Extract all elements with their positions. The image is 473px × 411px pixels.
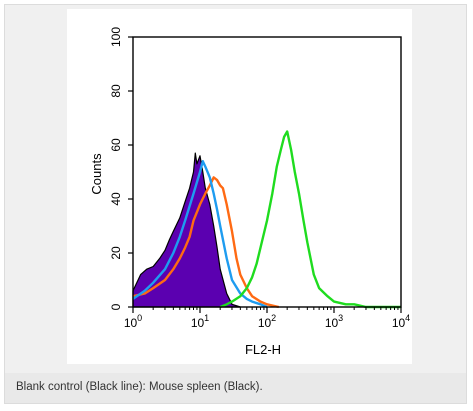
series-blue-series-line	[132, 160, 268, 309]
y-tick-label: 80	[109, 84, 123, 98]
x-tick-label: 102	[258, 313, 276, 330]
y-tick-label: 60	[109, 138, 123, 152]
x-tick-label: 100	[124, 313, 142, 330]
y-tick-label: 100	[109, 27, 123, 47]
x-tick-label: 104	[392, 313, 410, 330]
figure-caption: Blank control (Black line): Mouse spleen…	[16, 381, 263, 393]
x-tick-label: 103	[325, 313, 343, 330]
y-tick-label: 20	[109, 246, 123, 260]
plot-card: 0 20 40 60 80 100 100 101 102 103 104 Counts FL2-H	[67, 9, 412, 364]
figure-frame: 0 20 40 60 80 100 100 101 102 103 104 Counts FL2-H…	[4, 4, 467, 404]
y-tick-label: 0	[109, 303, 123, 310]
histogram-chart: 0 20 40 60 80 100 100 101 102 103 104 Counts FL2-H	[89, 27, 410, 357]
series-mouse-spleen-area	[132, 152, 241, 308]
caption-band: Blank control (Black line): Mouse spleen…	[5, 373, 466, 403]
y-tick-label: 40	[109, 192, 123, 206]
y-axis-label: Counts	[89, 153, 104, 195]
x-axis-label: FL2-H	[245, 342, 281, 357]
series-layer	[132, 130, 401, 309]
series-green-series-line	[219, 130, 401, 309]
x-tick-label: 101	[191, 313, 209, 330]
